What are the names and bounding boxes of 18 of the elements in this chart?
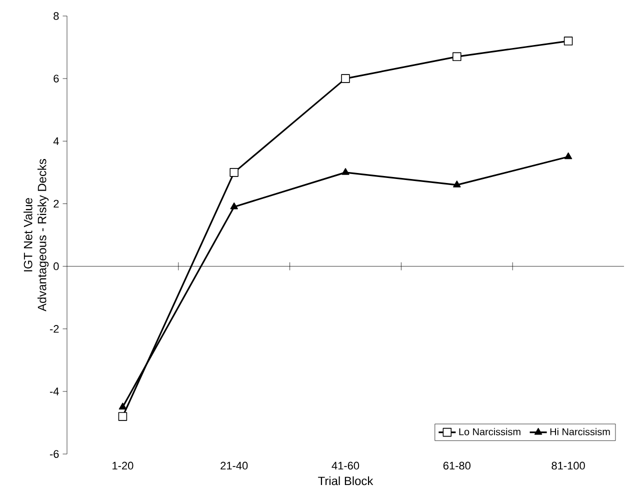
x-tick-label: 41-60 [332, 462, 360, 470]
x-tick-label: 1-20 [112, 462, 134, 470]
x-tick-label: 81-100 [552, 462, 585, 470]
y-tick-label: -2 [50, 325, 59, 333]
y-tick-label: 0 [54, 262, 59, 270]
legend-label: Lo Narcissism [459, 428, 520, 436]
x-tick-label: 61-80 [443, 462, 470, 470]
y-tick-label: 8 [54, 12, 59, 20]
x-axis-title: Trial Block [318, 476, 374, 486]
y-tick-label: 4 [53, 137, 59, 145]
y-tick-label: 2 [54, 200, 59, 208]
x-tick-label: 21-40 [220, 462, 248, 470]
y-tick-label: -6 [50, 450, 59, 458]
y-tick-label: -4 [50, 388, 59, 396]
y-tick-label: 6 [54, 74, 59, 82]
text: Advantageous - Risky Decks [37, 159, 49, 312]
legend-label: Hi Narcissism [550, 428, 610, 436]
text: IGT Net Value [24, 198, 32, 272]
